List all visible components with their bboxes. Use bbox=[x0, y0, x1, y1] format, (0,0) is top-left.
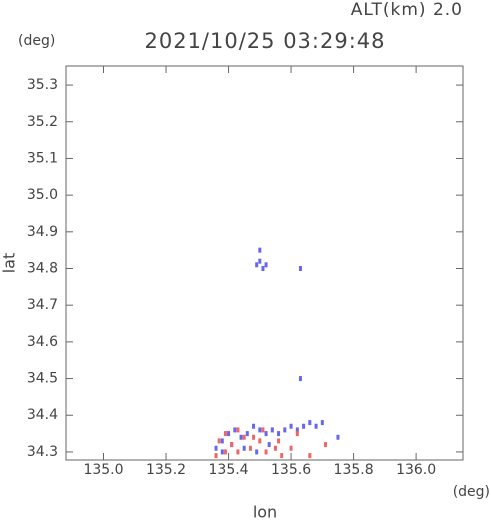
data-point bbox=[220, 449, 224, 455]
y-unit: (deg) bbox=[18, 33, 55, 49]
data-point bbox=[245, 431, 249, 437]
data-point bbox=[236, 449, 240, 455]
altitude-label: ALT(km) 2.0 bbox=[351, 0, 463, 20]
x-tick-label: 135.0 bbox=[83, 462, 123, 478]
data-point bbox=[223, 449, 227, 455]
data-point bbox=[295, 431, 299, 437]
y-tick-label: 34.4 bbox=[27, 407, 58, 423]
data-point bbox=[264, 262, 268, 268]
y-tick-label: 34.6 bbox=[27, 334, 58, 350]
data-point bbox=[283, 427, 287, 433]
data-point bbox=[295, 427, 299, 433]
y-tick-label: 34.7 bbox=[27, 297, 58, 313]
data-point bbox=[258, 247, 262, 253]
data-point bbox=[308, 420, 312, 426]
data-point bbox=[252, 423, 256, 429]
data-point bbox=[264, 431, 268, 437]
chart-title: 2021/10/25 03:29:48 bbox=[144, 29, 385, 53]
data-point bbox=[233, 427, 237, 433]
data-point bbox=[242, 445, 246, 451]
data-point bbox=[261, 427, 265, 433]
plot-frame bbox=[65, 65, 464, 461]
y-tick-label: 35.1 bbox=[27, 150, 58, 166]
data-point bbox=[242, 434, 246, 440]
y-tick-label: 35.2 bbox=[27, 114, 58, 130]
data-point bbox=[289, 423, 293, 429]
data-point bbox=[258, 427, 262, 433]
data-point bbox=[277, 431, 281, 437]
y-tick-label: 35.0 bbox=[27, 187, 58, 203]
data-point bbox=[336, 434, 340, 440]
data-point bbox=[258, 258, 262, 264]
data-point bbox=[252, 434, 256, 440]
data-point bbox=[227, 431, 231, 437]
data-point bbox=[220, 438, 224, 444]
y-axis-label: lat bbox=[0, 253, 19, 274]
data-point bbox=[258, 438, 262, 444]
data-point bbox=[255, 449, 259, 455]
data-point bbox=[239, 434, 243, 440]
data-point bbox=[261, 266, 265, 272]
data-point bbox=[248, 445, 252, 451]
y-tick-label: 34.9 bbox=[27, 224, 58, 240]
data-point bbox=[280, 453, 284, 459]
x-axis-label: lon bbox=[253, 503, 277, 521]
y-tick-label: 34.3 bbox=[27, 444, 58, 460]
data-point bbox=[217, 438, 221, 444]
data-point bbox=[320, 420, 324, 426]
data-point bbox=[270, 427, 274, 433]
data-point bbox=[214, 453, 218, 459]
x-unit: (deg) bbox=[453, 484, 490, 500]
data-point bbox=[223, 431, 227, 437]
data-point bbox=[314, 423, 318, 429]
x-tick-label: 135.8 bbox=[334, 462, 374, 478]
data-point bbox=[302, 423, 306, 429]
x-tick-label: 135.2 bbox=[146, 462, 186, 478]
data-point bbox=[323, 442, 327, 448]
data-point bbox=[308, 453, 312, 459]
data-point bbox=[214, 445, 218, 451]
data-point bbox=[236, 427, 240, 433]
y-tick-label: 34.5 bbox=[27, 371, 58, 387]
data-point bbox=[277, 438, 281, 444]
data-point bbox=[267, 442, 271, 448]
data-point bbox=[230, 442, 234, 448]
y-tick-label: 34.8 bbox=[27, 261, 58, 277]
data-point bbox=[298, 266, 302, 272]
x-tick-label: 135.6 bbox=[271, 462, 311, 478]
x-tick-label: 135.4 bbox=[209, 462, 249, 478]
y-tick-label: 35.3 bbox=[27, 77, 58, 93]
data-point bbox=[298, 376, 302, 382]
data-point bbox=[264, 449, 268, 455]
x-tick-label: 136.0 bbox=[396, 462, 436, 478]
data-point bbox=[273, 445, 277, 451]
data-point bbox=[255, 262, 259, 268]
data-point bbox=[289, 445, 293, 451]
